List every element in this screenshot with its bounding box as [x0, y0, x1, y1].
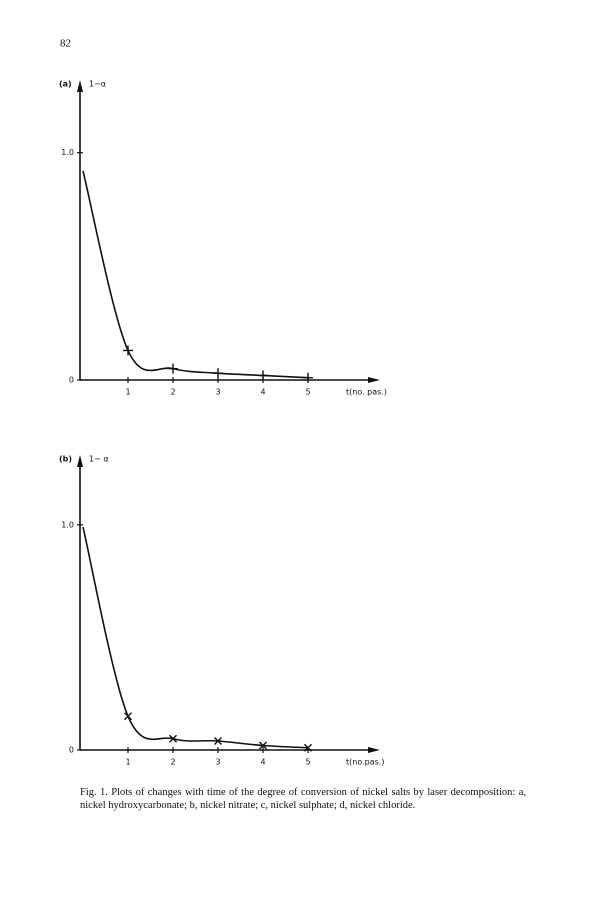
data-point — [168, 734, 178, 743]
figure-caption: Fig. 1. Plots of changes with time of th… — [80, 787, 526, 811]
data-point — [123, 712, 133, 721]
marker-stroke — [258, 741, 268, 750]
data-point — [258, 370, 268, 381]
x-tick-label: 3 — [215, 758, 220, 767]
y-tick-label: 1.0 — [61, 148, 74, 157]
y-tick-label: 0 — [69, 376, 74, 385]
marker-stroke — [123, 712, 133, 721]
x-axis-label: t(no. pas.) — [346, 388, 387, 397]
axis-arrow — [368, 747, 380, 753]
panel-label: (b) — [59, 455, 72, 464]
y-tick-label: 0 — [69, 746, 74, 755]
x-tick-label: 5 — [305, 758, 310, 767]
curve — [82, 526, 309, 749]
x-tick-label: 4 — [260, 388, 265, 397]
y-axis-label: 1−α — [89, 80, 106, 89]
data-point — [123, 345, 133, 356]
axis-arrow — [77, 80, 83, 92]
x-tick-label: 4 — [260, 758, 265, 767]
curve — [82, 170, 309, 379]
x-tick-label: 5 — [305, 388, 310, 397]
x-tick-label: 1 — [125, 758, 130, 767]
data-point — [258, 741, 268, 750]
marker-stroke — [168, 734, 178, 743]
x-tick-label: 3 — [215, 388, 220, 397]
marker-stroke — [303, 743, 313, 752]
x-tick-label: 1 — [125, 388, 130, 397]
data-point — [303, 372, 313, 383]
y-axis-label: 1− α — [89, 455, 109, 464]
x-tick-label: 2 — [170, 758, 175, 767]
data-point — [303, 743, 313, 752]
marker-stroke — [213, 736, 223, 746]
page-number: 82 — [60, 38, 71, 50]
y-tick-label: 1.0 — [61, 520, 74, 529]
axis-arrow — [368, 377, 380, 383]
panel-label: (a) — [59, 80, 72, 89]
data-point — [213, 736, 223, 746]
data-point — [213, 368, 223, 379]
data-point — [168, 363, 178, 374]
x-axis-label: t(no.pas.) — [346, 758, 384, 767]
axis-arrow — [77, 455, 83, 467]
x-tick-label: 2 — [170, 388, 175, 397]
